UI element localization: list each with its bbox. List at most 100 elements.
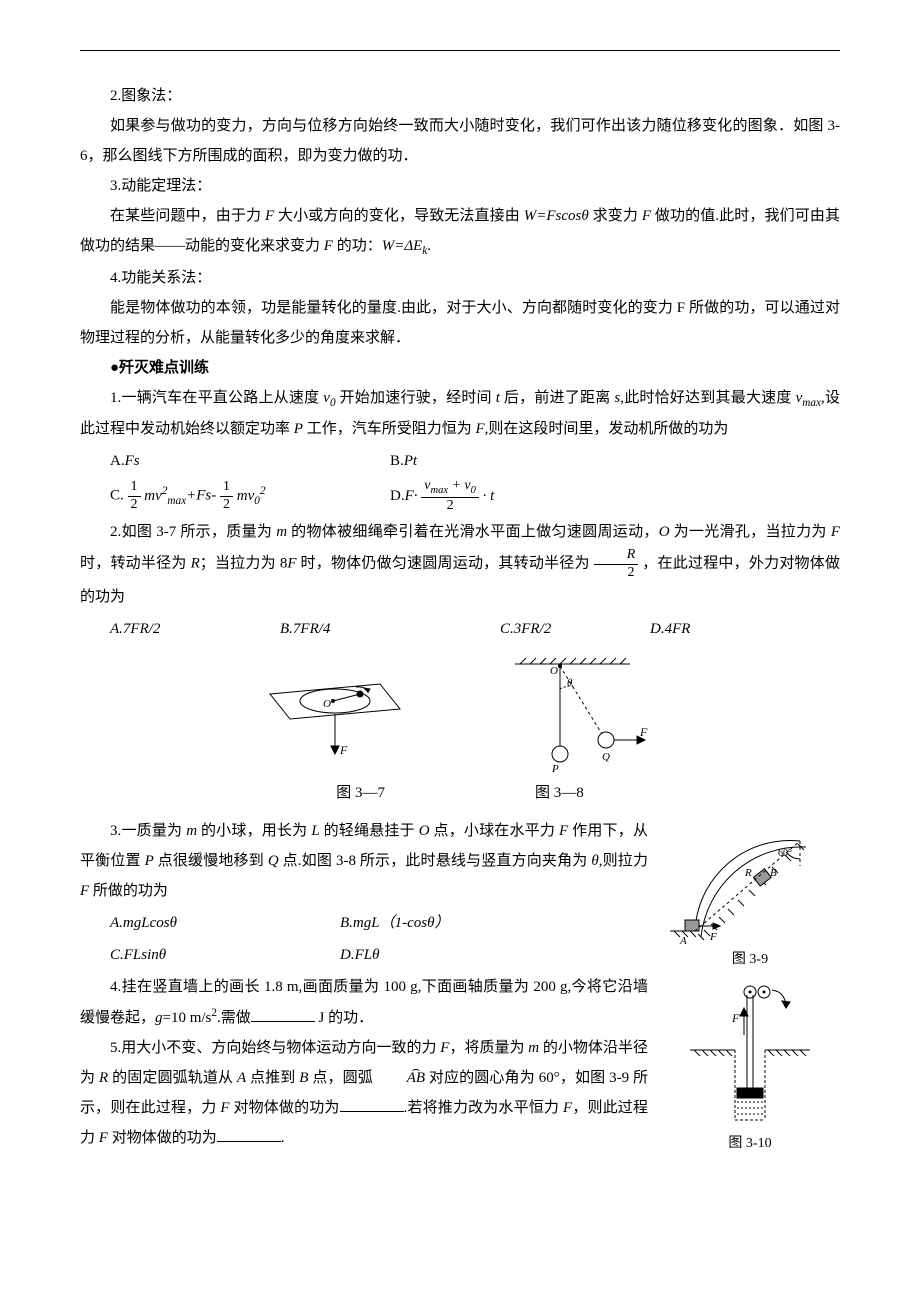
l: A. <box>110 453 125 469</box>
t: + v <box>448 478 471 493</box>
q1-options-row2: C. 12 mv2max+Fs- 12 mv02 D.F· vmax + v0 … <box>80 478 840 515</box>
v: Pt <box>404 453 417 469</box>
lbl-theta: θ <box>567 677 573 689</box>
q1-optA: A.Fs <box>110 446 390 476</box>
t: J 的功． <box>315 1010 373 1026</box>
frac: R2 <box>594 547 639 582</box>
blank <box>217 1126 281 1142</box>
l: B. <box>390 453 404 469</box>
q1-text: 1.一辆汽车在平直公路上从速度 v0 开始加速行驶，经时间 t 后，前进了距离 … <box>80 383 840 445</box>
q2-optA: A.7FR/2 <box>110 614 280 644</box>
v: θ <box>591 853 598 869</box>
figure-3-9: R 60° A B F <box>660 816 830 946</box>
t: ,此时恰好达到其最大速度 <box>620 390 795 406</box>
s: 2 <box>260 485 266 497</box>
lbl-60: 60° <box>778 848 792 859</box>
figure-caps: 图 3—7 图 3—8 <box>80 778 840 808</box>
t: 3.一质量为 <box>110 823 186 839</box>
n: R <box>594 547 639 565</box>
blank <box>251 1006 315 1022</box>
q2-text: 2.如图 3-7 所示，质量为 m 的物体被细绳牵引着在光滑水平面上做匀速圆周运… <box>80 517 840 612</box>
t: .若将推力改为水平恒力 <box>404 1100 563 1116</box>
t: 的轻绳悬挂于 <box>320 823 419 839</box>
top-rule <box>80 50 840 51</box>
t: 大小或方向的变化，导致无法直接由 <box>274 208 524 224</box>
v: mv02 <box>237 488 266 504</box>
sub: k <box>422 245 427 257</box>
sec4-body: 能是物体做功的本领，功是能量转化的量度.由此，对于大小、方向都随时变化的变力 F… <box>80 293 840 353</box>
training-header: ●歼灭难点训练 <box>80 353 840 383</box>
t: 点.如图 3-8 所示，此时悬线与竖直方向夹角为 <box>279 853 592 869</box>
t: 2.如图 3-7 所示，质量为 <box>110 524 276 540</box>
t: 在某些问题中，由于力 <box>110 208 265 224</box>
lbl-O: O <box>550 665 558 677</box>
d: 2 <box>220 497 233 514</box>
q2-optB: B.7FR/4 <box>280 614 500 644</box>
formula: W=Fscosθ <box>524 208 589 224</box>
v: F <box>559 823 568 839</box>
v: F <box>831 524 840 540</box>
frac: vmax + v0 2 <box>421 478 479 515</box>
v: g <box>155 1010 163 1026</box>
t: =10 m/s <box>163 1010 212 1026</box>
d: 2 <box>421 498 479 515</box>
lbl-P: P <box>551 763 559 774</box>
s: max <box>430 485 448 496</box>
var-F: F <box>324 238 333 254</box>
v: O <box>659 524 670 540</box>
v: vmax <box>796 390 821 406</box>
q3-optC: C.FLsinθ <box>110 940 340 970</box>
sec2-title: 2.图象法： <box>80 81 840 111</box>
v: F <box>80 883 89 899</box>
q3-optB: B.mgL（1-cosθ） <box>340 908 449 938</box>
sec2-body: 如果参与做功的变力，方向与位移方向始终一致而大小随时变化，我们可作出该力随位移变… <box>80 111 840 171</box>
v: F <box>220 1100 229 1116</box>
q3-opts-row2: C.FLsinθ D.FLθ <box>80 940 648 970</box>
t: 时，物体仍做匀速圆周运动，其转动半径为 <box>297 556 594 572</box>
v: m <box>528 1040 539 1056</box>
d: 2 <box>128 497 141 514</box>
v: P <box>145 853 154 869</box>
t: 点，小球在水平力 <box>430 823 559 839</box>
lbl-O: O <box>323 698 331 710</box>
t: 为一光滑孔，当拉力为 <box>670 524 831 540</box>
v: P <box>294 421 303 437</box>
t: · t <box>483 488 495 504</box>
t: mv <box>237 488 255 504</box>
frac: 12 <box>220 479 233 514</box>
figure-3-8: O θ P Q F <box>490 654 660 774</box>
arc-AB: AB <box>377 1063 425 1093</box>
q1-optD: D.F· vmax + v0 2 · t <box>390 478 494 515</box>
t: mv <box>144 488 162 504</box>
s: 0 <box>471 485 476 496</box>
v: m <box>186 823 197 839</box>
t: 点很缓慢地移到 <box>154 853 268 869</box>
lbl-F: F <box>709 931 717 943</box>
v: F <box>287 556 296 572</box>
v: O <box>419 823 430 839</box>
v: mv2max <box>144 488 186 504</box>
t: ,则拉力 <box>599 853 648 869</box>
t: 的物体被细绳牵引着在光滑水平面上做匀速圆周运动， <box>287 524 659 540</box>
t: ,则在这段时间里，发动机所做的功为 <box>485 421 729 437</box>
q3-opts-row1: A.mgLcosθ B.mgL（1-cosθ） <box>80 908 648 938</box>
lbl-B: B <box>770 867 777 879</box>
figure-3-7: O F <box>260 654 410 764</box>
t: 5.用大小不变、方向始终与物体运动方向一致的力 <box>110 1040 440 1056</box>
figure-row: O F O θ P Q F <box>80 654 840 774</box>
lbl-F: F <box>339 743 348 757</box>
frac: 12 <box>128 479 141 514</box>
cap-3-7: 图 3—7 <box>336 778 385 808</box>
q2-optD: D.4FR <box>650 614 690 644</box>
lbl-Q: Q <box>602 751 610 763</box>
t: 对物体做的功为 <box>108 1130 217 1146</box>
cap-3-8: 图 3—8 <box>535 778 584 808</box>
lbl-R: R <box>744 867 752 879</box>
t: .需做 <box>217 1010 251 1026</box>
q2-optC: C.3FR/2 <box>500 614 650 644</box>
v: R <box>99 1070 108 1086</box>
d: 2 <box>594 565 639 582</box>
v: Fs <box>125 453 140 469</box>
sec4-title: 4.功能关系法： <box>80 263 840 293</box>
t: 后，前进了距离 <box>500 390 614 406</box>
